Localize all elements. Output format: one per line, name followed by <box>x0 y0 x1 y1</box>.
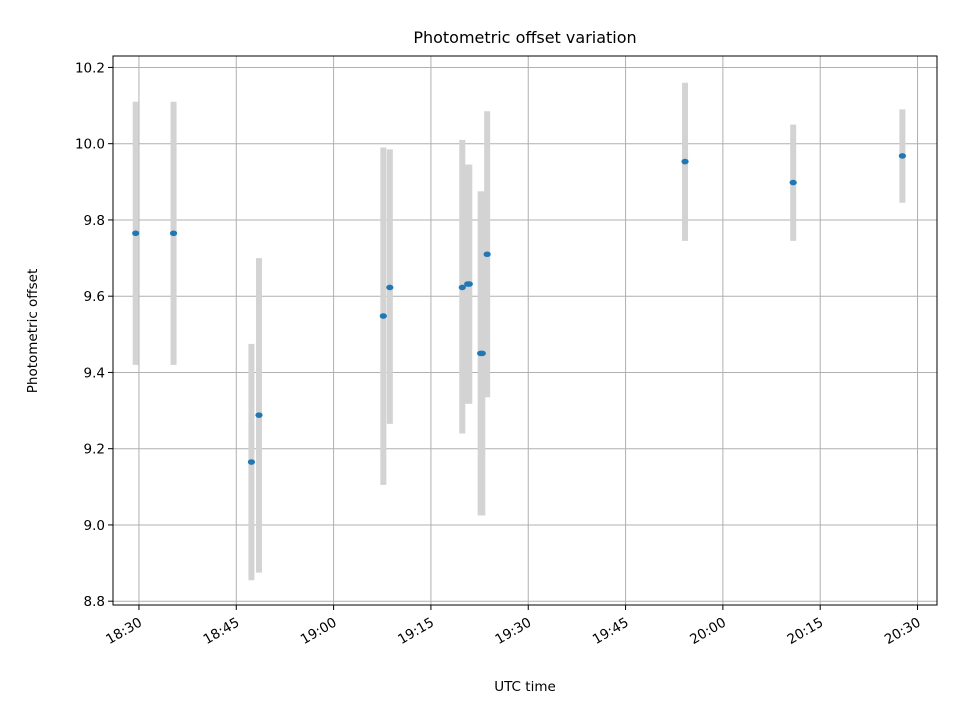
x-tick-label: 18:30 <box>103 615 145 648</box>
data-point <box>247 459 256 465</box>
data-point <box>458 284 466 291</box>
y-axis-label: Photometric offset <box>25 269 41 393</box>
y-tick-label: 9.2 <box>84 442 105 458</box>
grid <box>113 56 937 605</box>
data-point <box>132 230 140 237</box>
data-point <box>681 158 689 165</box>
data-point <box>386 284 394 291</box>
data-point <box>465 281 473 287</box>
data-point <box>255 412 263 418</box>
y-tick-label: 8.8 <box>84 594 105 610</box>
x-tick-label: 20:30 <box>882 615 924 648</box>
data-point <box>483 251 491 258</box>
x-axis-label: UTC time <box>494 679 556 695</box>
data-point <box>478 350 486 357</box>
plot-frame <box>112 55 938 606</box>
y-tick-label: 10.0 <box>75 137 105 153</box>
x-tick-label: 18:45 <box>201 615 243 648</box>
y-tick-label: 9.8 <box>84 213 105 229</box>
data-point <box>169 230 178 237</box>
data-point <box>379 313 387 319</box>
data-points <box>132 153 906 465</box>
y-tick-label: 9.6 <box>84 289 105 305</box>
x-tick-label: 19:45 <box>590 615 632 648</box>
x-tick-label: 20:00 <box>687 615 729 648</box>
x-tick-label: 19:00 <box>298 615 340 648</box>
y-tick-label: 9.4 <box>84 365 105 381</box>
x-tick-label: 19:30 <box>493 615 535 648</box>
error-bars <box>132 82 906 581</box>
x-tick-label: 19:15 <box>395 615 437 648</box>
data-point <box>789 179 797 186</box>
y-tick-label: 9.0 <box>84 518 105 534</box>
data-point <box>898 153 906 159</box>
chart-title: Photometric offset variation <box>413 28 636 47</box>
y-tick-label: 10.2 <box>75 60 105 76</box>
x-tick-label: 20:15 <box>785 615 827 648</box>
x-axis-ticks: 18:30 18:45 19:00 19:15 19:30 19:45 20:00 20:15… <box>103 605 924 648</box>
y-axis-ticks: 8.8 9.0 9.2 9.4 9.6 9.8 10.0 10.2 <box>75 60 113 610</box>
